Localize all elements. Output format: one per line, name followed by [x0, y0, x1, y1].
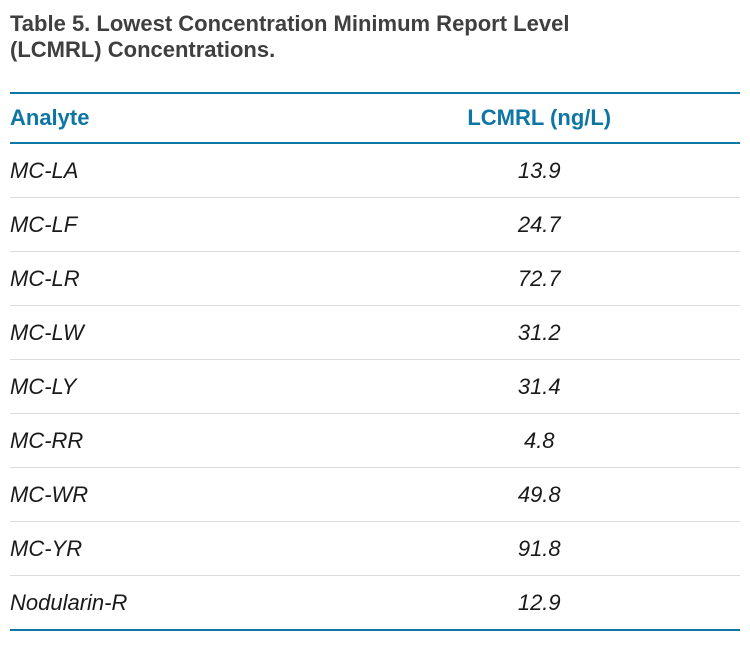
column-header-analyte: Analyte [10, 93, 339, 144]
table-row: MC-LF 24.7 [10, 197, 740, 252]
table-caption-line-2: (LCMRL) Concentrations. [10, 37, 276, 62]
lcmrl-table: Analyte LCMRL (ng/L) MC-LA 13.9 MC-LF 24… [10, 92, 740, 631]
analyte-cell: MC-LR [10, 251, 339, 306]
lcmrl-cell: 91.8 [338, 521, 740, 576]
table-caption: Table 5. Lowest Concentration Minimum Re… [10, 11, 740, 63]
table-caption-line-1: Table 5. Lowest Concentration Minimum Re… [10, 11, 570, 36]
analyte-cell: MC-LW [10, 305, 339, 360]
lcmrl-cell: 12.9 [517, 589, 561, 615]
lcmrl-cell: 72.7 [338, 251, 740, 306]
analyte-cell: MC-WR [10, 467, 339, 522]
table-row: Nodularin-R 12.9 [10, 576, 740, 631]
column-header-lcmrl: LCMRL (ng/L) [338, 93, 740, 144]
lcmrl-cell: 31.2 [338, 305, 740, 360]
table-row: MC-RR 4.8 [10, 413, 740, 468]
analyte-cell: MC-LA [10, 143, 339, 198]
analyte-cell: MC-LF [10, 197, 339, 252]
table-row: MC-LR 72.7 [10, 251, 740, 306]
analyte-cell: Nodularin-R [10, 589, 128, 615]
lcmrl-cell: 4.8 [338, 413, 740, 468]
table-row: MC-LY 31.4 [10, 359, 740, 414]
analyte-cell: MC-RR [10, 413, 339, 468]
lcmrl-cell: 49.8 [338, 467, 740, 522]
lcmrl-cell: 31.4 [338, 359, 740, 414]
table-row: MC-LA 13.9 [10, 143, 740, 198]
table-row: MC-LW 31.2 [10, 305, 740, 360]
analyte-cell: MC-YR [10, 521, 339, 576]
analyte-cell: MC-LY [10, 359, 339, 414]
lcmrl-cell: 24.7 [338, 197, 740, 252]
lcmrl-cell: 13.9 [338, 143, 740, 198]
table-row: MC-YR 91.8 [10, 521, 740, 576]
table-row: MC-WR 49.8 [10, 467, 740, 522]
table-header-row: Analyte LCMRL (ng/L) [10, 93, 740, 144]
